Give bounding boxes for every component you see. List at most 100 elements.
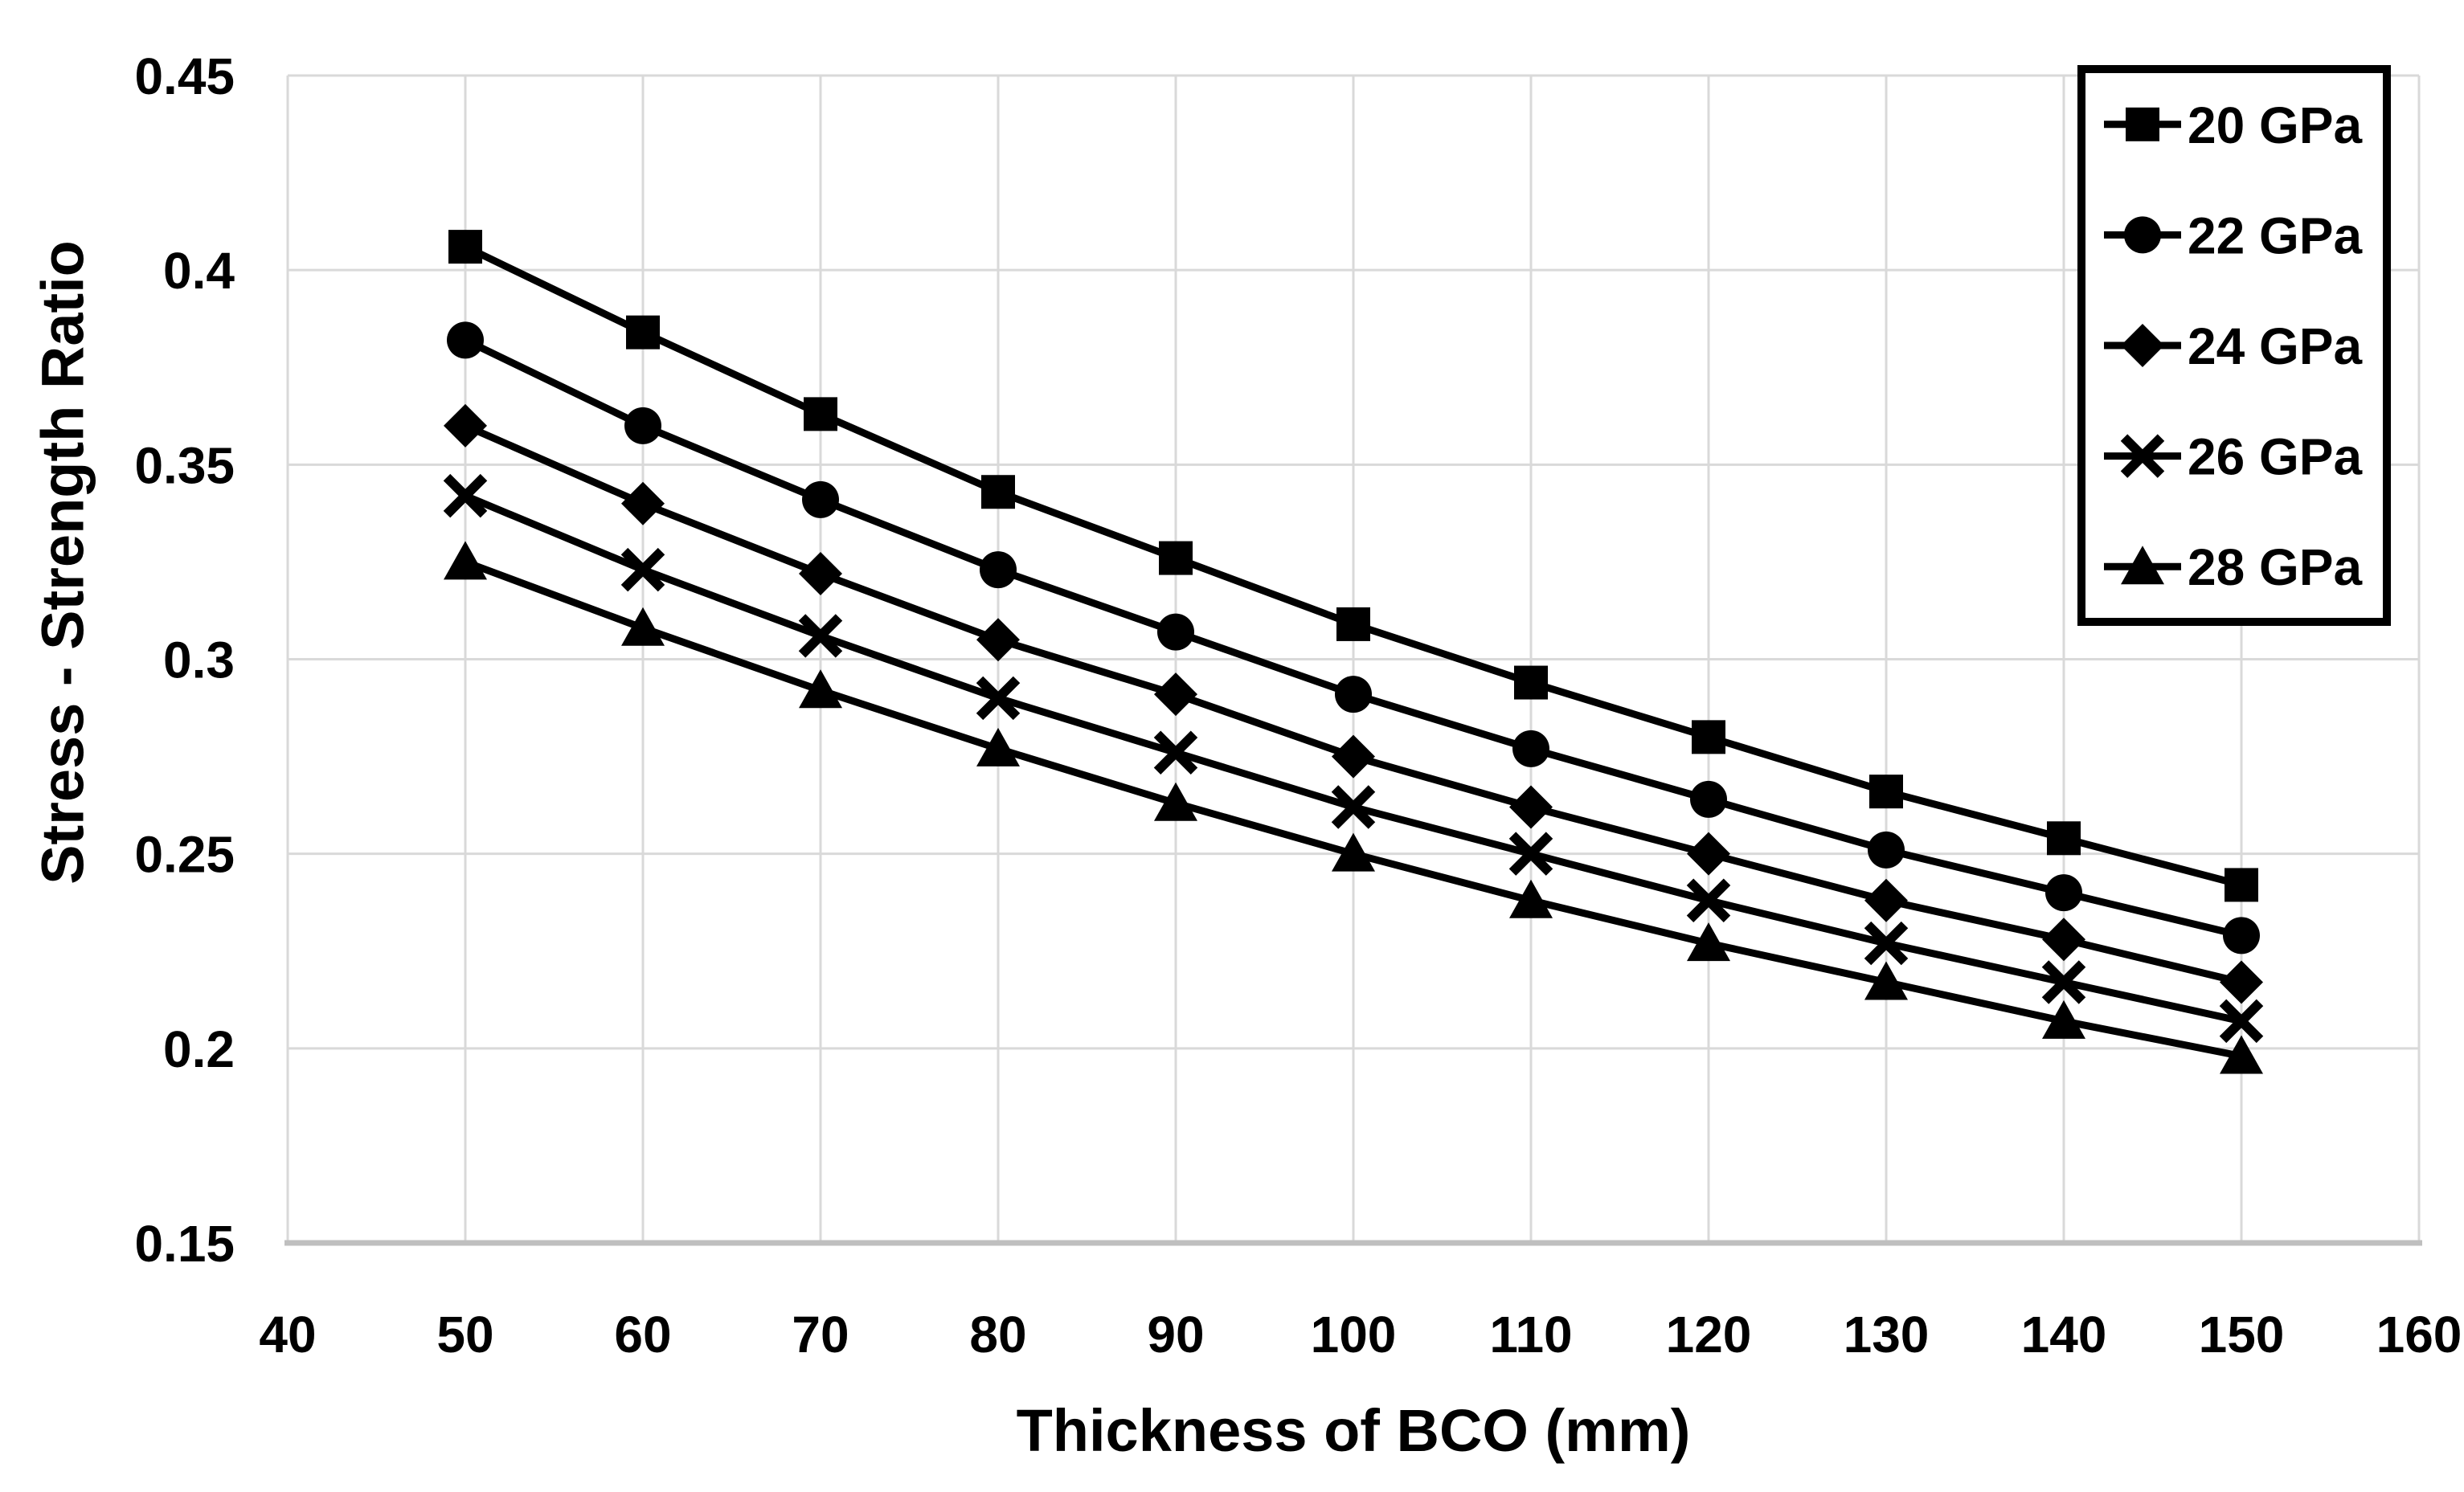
legend-entry: 22 GPa — [2104, 206, 2362, 264]
legend-label: 28 GPa — [2188, 538, 2362, 596]
x-tick-label: 130 — [1844, 1306, 1930, 1363]
series-22-gpa — [447, 321, 2260, 954]
square-marker — [1514, 665, 1548, 700]
legend-entry: 26 GPa — [2104, 428, 2362, 486]
square-marker — [2225, 868, 2258, 902]
x-tick-label: 120 — [1666, 1306, 1752, 1363]
x-marker — [1153, 730, 1198, 775]
triangle-marker — [1509, 879, 1553, 918]
square-marker — [1336, 607, 1370, 641]
circle-marker — [1512, 730, 1549, 767]
triangle-marker — [799, 669, 842, 709]
legend-entry: 20 GPa — [2104, 96, 2362, 154]
x-tick-label: 150 — [2199, 1306, 2285, 1363]
tick-labels: 0.45 0.4 0.35 0.3 0.25 0.2 0.15 40 50 60 70 80 90 100… — [134, 47, 2462, 1363]
x-marker — [798, 614, 843, 658]
circle-marker — [802, 480, 839, 518]
series-20-gpa — [448, 230, 2258, 902]
x-marker — [443, 473, 488, 518]
x-tick-label: 100 — [1311, 1306, 1397, 1363]
legend-label: 20 GPa — [2188, 96, 2362, 154]
triangle-marker — [1154, 782, 1197, 821]
x-marker — [1508, 832, 1553, 876]
x-tick-label: 40 — [259, 1306, 316, 1363]
x-marker — [2219, 999, 2264, 1044]
triangle-marker — [444, 541, 487, 580]
circle-marker — [1690, 780, 1727, 818]
diamond-marker — [1154, 672, 1197, 717]
circle-marker — [447, 321, 484, 359]
diamond-marker — [1332, 734, 1375, 779]
diamond-marker — [799, 551, 842, 595]
x-tick-label: 140 — [2021, 1306, 2107, 1363]
triangle-marker — [976, 727, 1020, 766]
square-marker — [1159, 541, 1193, 575]
square-marker — [981, 475, 1015, 509]
circle-marker — [624, 407, 661, 444]
y-tick-label: 0.35 — [134, 436, 235, 494]
square-marker — [2126, 107, 2159, 141]
square-marker — [448, 230, 482, 264]
x-tick-label: 90 — [1147, 1306, 1204, 1363]
legend-entry: 28 GPa — [2104, 538, 2362, 596]
square-marker — [1692, 720, 1725, 754]
triangle-marker — [1687, 922, 1730, 962]
circle-marker — [2045, 874, 2082, 912]
x-marker — [2041, 960, 2086, 1004]
triangle-marker — [1332, 832, 1375, 872]
diamond-marker — [2121, 324, 2164, 367]
legend-entry: 24 GPa — [2104, 317, 2362, 375]
diamond-marker — [2220, 960, 2263, 1004]
diamond-marker — [444, 403, 487, 448]
x-tick-label: 110 — [1489, 1306, 1572, 1363]
diamond-marker — [1864, 878, 1908, 922]
x-marker — [1864, 921, 1909, 966]
legend: 20 GPa 22 GPa 24 GPa 26 GPa 28 GPa — [2077, 65, 2391, 626]
x-tick-label: 70 — [792, 1306, 849, 1363]
x-axis-title: Thickness of BCO (mm) — [1016, 1397, 1691, 1464]
circle-marker — [1157, 613, 1194, 651]
square-marker — [804, 397, 837, 431]
x-tick-label: 80 — [969, 1306, 1026, 1363]
x-tick-label: 160 — [2376, 1306, 2462, 1363]
square-marker — [626, 315, 660, 349]
circle-marker — [2124, 216, 2161, 254]
diamond-marker — [1509, 785, 1553, 829]
x-marker — [620, 547, 665, 592]
legend-label: 22 GPa — [2188, 206, 2362, 264]
square-marker — [2047, 821, 2081, 856]
x-marker — [1686, 878, 1731, 923]
circle-marker — [1868, 831, 1905, 869]
triangle-marker — [621, 607, 665, 646]
circle-marker — [980, 551, 1017, 589]
x-tick-label: 60 — [614, 1306, 671, 1363]
triangle-marker — [2220, 1035, 2263, 1074]
y-tick-label: 0.2 — [163, 1020, 235, 1078]
circle-marker — [1335, 676, 1372, 713]
x-marker — [2120, 434, 2165, 478]
triangle-marker — [2121, 546, 2164, 585]
diamond-marker — [621, 481, 665, 525]
square-marker — [1869, 775, 1903, 809]
diamond-marker — [2042, 918, 2085, 962]
y-tick-label: 0.45 — [134, 47, 235, 105]
y-tick-label: 0.3 — [163, 632, 235, 689]
circle-marker — [2223, 917, 2260, 954]
series-28-gpa — [444, 541, 2263, 1074]
triangle-marker — [1864, 961, 1908, 1000]
y-tick-label: 0.4 — [163, 242, 235, 300]
series-24-gpa — [444, 403, 2263, 1004]
x-marker — [1331, 785, 1376, 829]
y-axis-title: Stress - Strength Ratio — [29, 240, 96, 885]
legend-label: 26 GPa — [2188, 428, 2362, 486]
series-26-gpa — [443, 473, 2264, 1044]
legend-label: 24 GPa — [2188, 317, 2362, 375]
diamond-marker — [1687, 832, 1730, 876]
x-tick-label: 50 — [436, 1306, 493, 1363]
y-tick-label: 0.15 — [134, 1215, 235, 1273]
diamond-marker — [976, 618, 1020, 662]
x-marker — [976, 676, 1021, 721]
triangle-marker — [2042, 999, 2085, 1039]
y-tick-label: 0.25 — [134, 826, 235, 884]
